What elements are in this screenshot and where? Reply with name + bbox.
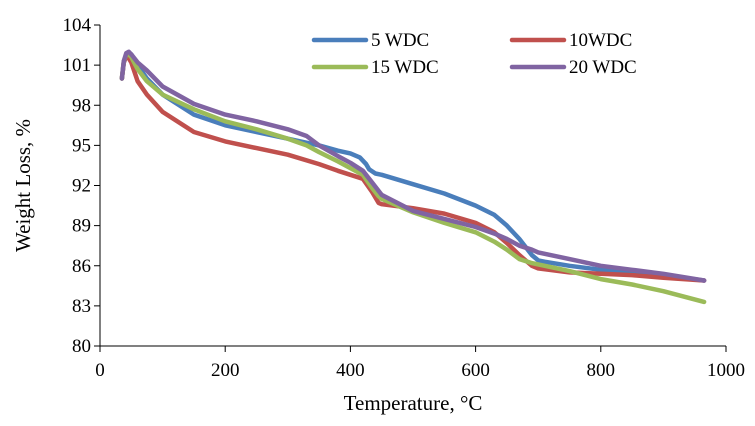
legend: 5 WDC 10WDC 15 WDC 20 WDC <box>311 30 637 78</box>
plot-area <box>119 49 707 305</box>
y-tick-label: 104 <box>63 15 92 36</box>
legend-label-1: 5 WDC <box>371 30 429 51</box>
axes <box>94 24 727 352</box>
y-tick-label: 98 <box>72 95 91 116</box>
tick-labels: 80 83 86 89 92 95 98 101 104 0 200 400 600 800 1000 <box>63 15 746 381</box>
series-line-1 <box>119 50 707 283</box>
y-tick-label: 95 <box>72 135 91 156</box>
y-tick-label: 80 <box>72 336 91 357</box>
x-tick-label: 600 <box>461 360 490 381</box>
y-axis-title: Weight Loss, % <box>11 119 35 252</box>
x-axis-title: Temperature, °C <box>344 391 483 415</box>
y-tick-label: 86 <box>72 256 91 277</box>
legend-label-4: 20 WDC <box>569 57 637 78</box>
series-line-2 <box>119 53 707 283</box>
x-tick-label: 0 <box>95 360 105 381</box>
series-line-3 <box>119 52 707 305</box>
x-tick-label: 800 <box>587 360 616 381</box>
series-line-4 <box>119 49 707 283</box>
legend-label-3: 15 WDC <box>371 57 439 78</box>
y-tick-label: 92 <box>72 176 91 197</box>
x-tick-label: 400 <box>336 360 365 381</box>
legend-label-2: 10WDC <box>569 30 632 51</box>
x-tick-label: 1000 <box>707 360 745 381</box>
y-tick-label: 83 <box>72 296 91 317</box>
y-tick-label: 89 <box>72 216 91 237</box>
x-tick-label: 200 <box>211 360 240 381</box>
y-tick-label: 101 <box>63 55 92 76</box>
